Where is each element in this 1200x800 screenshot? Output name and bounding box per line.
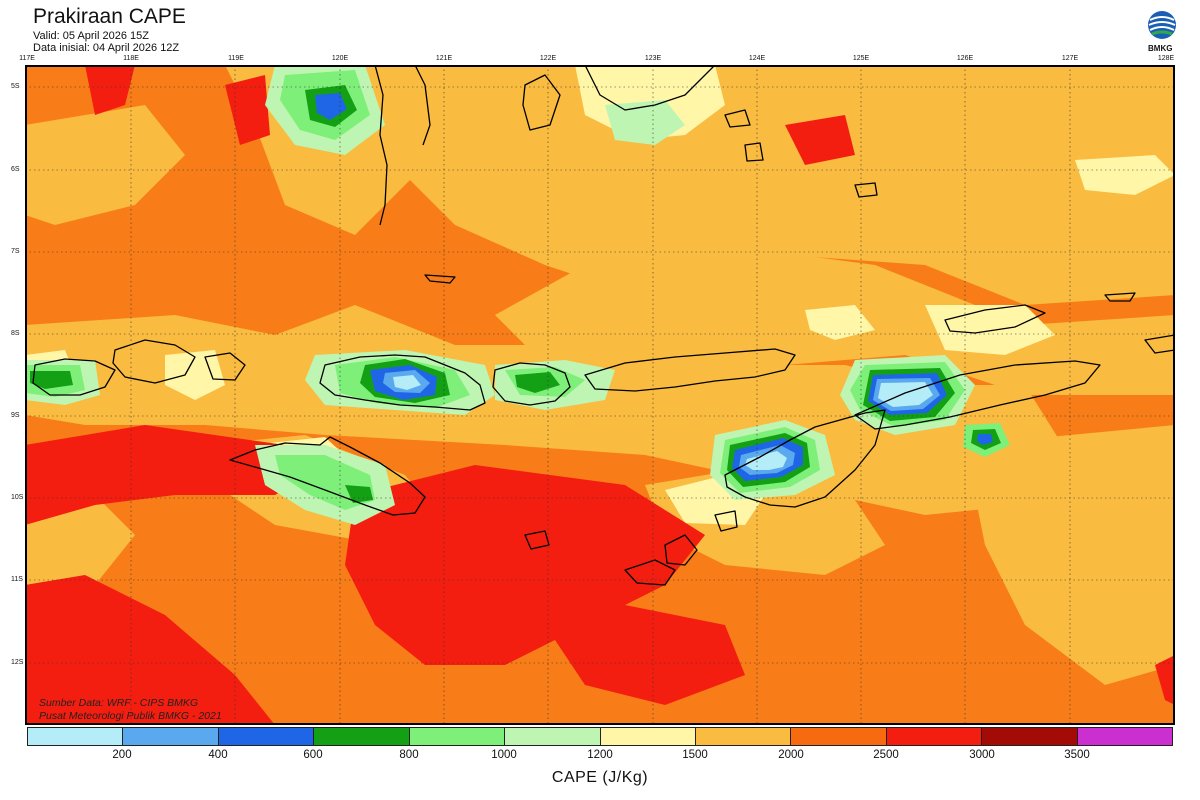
colorbar-label: 400 (208, 749, 228, 761)
lat-label-8s: 8S (11, 330, 20, 337)
colorbar-label: 3500 (1064, 749, 1090, 761)
lon-label-123e: 123E (644, 55, 662, 62)
lon-label-119e: 119E (228, 55, 244, 62)
cape-convection-zones (25, 65, 1010, 525)
lat-label-12s: 12S (11, 659, 24, 666)
lat-label-9s: 9S (11, 412, 20, 419)
data-source: Sumber Data: WRF - CIPS BMKG (39, 697, 199, 709)
colorbar-label: 2500 (873, 749, 899, 761)
colorbar-segment (886, 728, 983, 745)
lon-label-121e: 121E (435, 55, 453, 62)
lon-label-120e: 120E (331, 55, 349, 62)
logo-label: BMKG (1148, 44, 1173, 53)
lon-label-126e: 126E (956, 55, 974, 62)
lon-label-128e: 128E (1157, 55, 1175, 62)
cape-map (25, 65, 1175, 725)
lon-label-125e: 125E (852, 55, 870, 62)
lat-label-5s: 5S (11, 83, 20, 90)
colorbar-segment (791, 728, 887, 745)
lon-label-124e: 124E (748, 55, 766, 62)
colorbar-segment (409, 728, 506, 745)
lat-label-6s: 6S (11, 166, 20, 173)
colorbar-segment (505, 728, 601, 745)
colorbar-segment (28, 728, 124, 745)
valid-time: Valid: 05 April 2026 15Z (33, 30, 149, 42)
colorbar-segment (218, 728, 315, 745)
map-frame (25, 65, 1175, 725)
colorbar-segment (695, 728, 792, 745)
lat-label-11s: 11S (11, 576, 23, 583)
colorbar-label: 1000 (491, 749, 517, 761)
lon-label-117e: 117E (19, 55, 35, 62)
colorbar-label: 600 (303, 749, 323, 761)
cape-2500-3000-zones (25, 65, 1175, 725)
graticule (25, 65, 1175, 725)
lon-label-118e: 118E (123, 55, 139, 62)
map-title: Prakiraan CAPE (33, 5, 186, 28)
colorbar-segment (600, 728, 696, 745)
publisher: Pusat Meteorologi Publik BMKG - 2021 (39, 710, 222, 722)
init-time: Data inisial: 04 April 2026 12Z (33, 42, 180, 54)
colorbar-label: 200 (112, 749, 132, 761)
colorbar-segment (982, 728, 1078, 745)
colorbar-units: CAPE (J/Kg) (551, 769, 649, 786)
colorbar-label: 800 (399, 749, 419, 761)
colorbar-segment (1077, 728, 1173, 745)
colorbar (27, 727, 1173, 746)
colorbar-label: 3000 (969, 749, 995, 761)
colorbar-segment (123, 728, 219, 745)
colorbar-segment (314, 728, 410, 745)
bmkg-logo-icon (1148, 11, 1176, 39)
colorbar-label: 1500 (682, 749, 708, 761)
lat-label-10s: 10S (11, 494, 24, 501)
colorbar-label: 1200 (587, 749, 613, 761)
lon-label-127e: 127E (1061, 55, 1079, 62)
lon-label-122e: 122E (539, 55, 557, 62)
colorbar-label: 2000 (778, 749, 804, 761)
coastlines (32, 65, 1175, 586)
lat-label-7s: 7S (11, 248, 20, 255)
